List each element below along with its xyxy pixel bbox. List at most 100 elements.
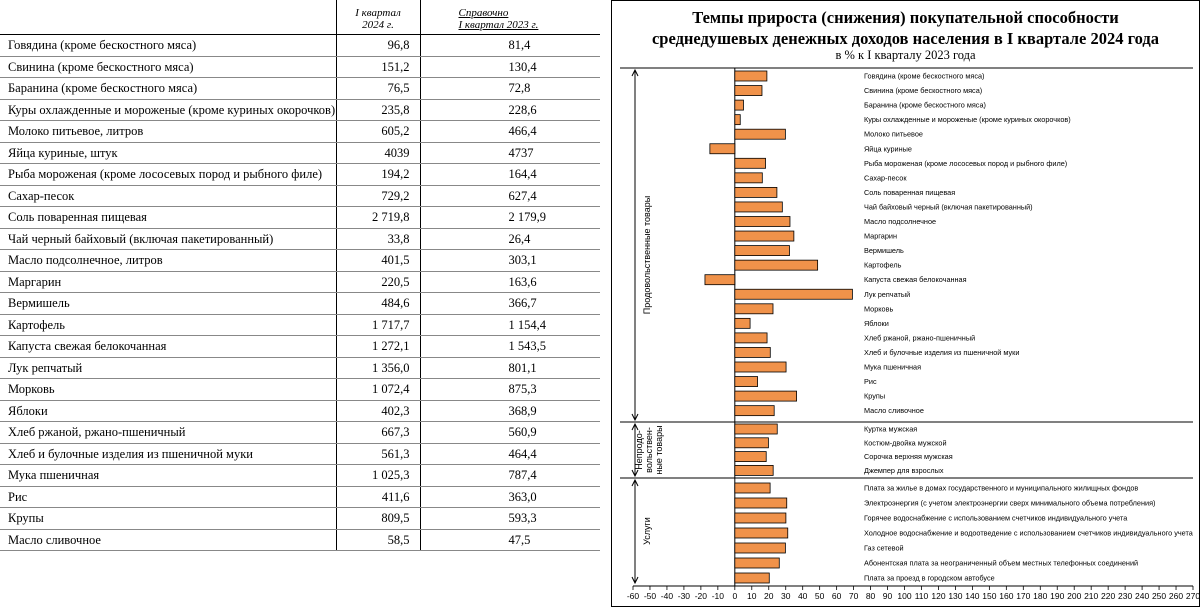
row-name: Хлеб ржаной, ржано-пшеничный bbox=[0, 421, 337, 444]
bar-category-label: Соль поваренная пищевая bbox=[864, 188, 955, 197]
bar bbox=[734, 572, 770, 584]
bar-category-label: Молоко питьевое bbox=[864, 130, 923, 139]
group-label-nonfood: вольствен- bbox=[644, 427, 654, 473]
x-tick-label: 210 bbox=[1084, 591, 1098, 601]
x-tick-label: 250 bbox=[1152, 591, 1166, 601]
bar bbox=[734, 128, 786, 140]
bar-category-label: Мука пшеничная bbox=[864, 363, 921, 372]
purchasing-power-table: I квартал 2024 г. Справочно I квартал 20… bbox=[0, 0, 600, 551]
table-row: Вермишель 484,6 366,7 bbox=[0, 292, 600, 315]
bar bbox=[734, 542, 786, 554]
group-label-services: Услуги bbox=[642, 517, 652, 545]
row-value-2024: 33,8 bbox=[336, 228, 421, 250]
table-row: Говядина (кроме бескостного мяса) 96,8 81,… bbox=[0, 34, 600, 57]
row-name: Морковь bbox=[0, 378, 337, 401]
bar bbox=[734, 361, 787, 373]
row-value-2023: 464,4 bbox=[420, 443, 600, 465]
bar-category-label: Яблоки bbox=[864, 319, 889, 328]
group-label-nonfood: Непродо- bbox=[634, 430, 644, 469]
bar-category-label: Вермишель bbox=[864, 246, 904, 255]
bar-category-label: Баранина (кроме бескостного мяса) bbox=[864, 101, 986, 110]
group-bracket-arrow-up bbox=[631, 422, 639, 431]
row-name: Лук репчатый bbox=[0, 357, 337, 379]
table-row: Куры охлажденные и мороженые (кроме кури… bbox=[0, 99, 600, 121]
header-q2023-line1: Справочно bbox=[458, 7, 509, 19]
row-value-2023: 4737 bbox=[420, 142, 600, 164]
row-name: Вермишель bbox=[0, 292, 337, 315]
row-value-2024: 96,8 bbox=[336, 34, 421, 57]
chart-title-line2: среднедушевых денежных доходов населения… bbox=[651, 29, 1160, 48]
group-label-food: Продовольственные товары bbox=[642, 196, 652, 314]
row-value-2023: 228,6 bbox=[420, 99, 600, 121]
bar bbox=[734, 259, 819, 271]
chart-frame: Темпы прироста (снижения) покупательной … bbox=[611, 0, 1200, 607]
row-name: Сахар-песок bbox=[0, 185, 337, 207]
bar bbox=[734, 423, 778, 435]
x-tick-label: -10 bbox=[712, 591, 725, 601]
row-value-2024: 58,5 bbox=[336, 529, 421, 551]
group-bracket-arrow-up bbox=[631, 68, 639, 77]
row-value-2023: 801,1 bbox=[420, 357, 600, 379]
bar bbox=[734, 245, 790, 257]
x-tick-label: 100 bbox=[897, 591, 911, 601]
bar-category-label: Говядина (кроме бескостного мяса) bbox=[864, 72, 984, 81]
row-value-2023: 366,7 bbox=[420, 292, 600, 315]
header-q2023-line2: I квартал 2023 г. bbox=[458, 19, 539, 31]
x-tick-label: -20 bbox=[695, 591, 708, 601]
row-name: Крупы bbox=[0, 507, 337, 530]
x-tick-label: 80 bbox=[866, 591, 876, 601]
header-q2024-line1: I квартал bbox=[355, 7, 401, 19]
row-value-2023: 164,4 bbox=[420, 163, 600, 186]
bar bbox=[734, 201, 783, 213]
row-name: Капуста свежая белокочанная bbox=[0, 335, 337, 358]
x-tick-label: 110 bbox=[915, 591, 929, 601]
bar bbox=[734, 482, 771, 494]
row-value-2024: 401,5 bbox=[336, 249, 421, 272]
row-value-2023: 81,4 bbox=[420, 34, 600, 57]
row-name: Рыба мороженая (кроме лососевых пород и … bbox=[0, 163, 337, 186]
x-tick-label: 70 bbox=[849, 591, 859, 601]
table-row: Молоко питьевое, литров 605,2 466,4 bbox=[0, 120, 600, 143]
table-row: Яблоки 402,3 368,9 bbox=[0, 400, 600, 422]
x-tick-label: -50 bbox=[644, 591, 657, 601]
bar-category-label: Плата за жилье в домах государственного … bbox=[864, 484, 1138, 493]
bar bbox=[734, 527, 789, 539]
x-tick-label: 120 bbox=[931, 591, 945, 601]
group-bracket-arrow-down bbox=[631, 469, 639, 478]
header-q2023: Справочно I квартал 2023 г. bbox=[420, 0, 600, 35]
bar bbox=[734, 451, 767, 463]
bar-category-label: Рис bbox=[864, 377, 877, 386]
row-value-2023: 368,9 bbox=[420, 400, 600, 422]
bar bbox=[704, 274, 736, 286]
x-tick-label: 220 bbox=[1101, 591, 1115, 601]
row-value-2023: 72,8 bbox=[420, 77, 600, 100]
bar-category-label: Яйца куриные bbox=[864, 144, 912, 153]
x-tick-label: 90 bbox=[883, 591, 893, 601]
bar-category-label: Куртка мужская bbox=[864, 425, 917, 434]
table-row: Масло подсолнечное, литров 401,5 303,1 bbox=[0, 249, 600, 272]
row-value-2023: 875,3 bbox=[420, 378, 600, 401]
group-bracket-arrow-down bbox=[631, 576, 639, 585]
x-tick-label: 10 bbox=[747, 591, 757, 601]
row-value-2023: 163,6 bbox=[420, 271, 600, 293]
bar-category-label: Плата за проезд в городском автобусе bbox=[864, 574, 995, 583]
row-value-2023: 2 179,9 bbox=[420, 206, 600, 229]
data-table-panel: I квартал 2024 г. Справочно I квартал 20… bbox=[0, 0, 600, 551]
row-name: Картофель bbox=[0, 314, 337, 336]
bar bbox=[734, 497, 788, 509]
x-tick-label: -30 bbox=[678, 591, 691, 601]
table-row: Масло сливочное 58,5 47,5 bbox=[0, 529, 600, 551]
bar bbox=[734, 85, 763, 96]
header-q2024: I квартал 2024 г. bbox=[336, 0, 421, 35]
row-name: Молоко питьевое, литров bbox=[0, 120, 337, 143]
x-tick-label: 270 bbox=[1186, 591, 1199, 601]
bar bbox=[709, 143, 736, 155]
row-value-2024: 76,5 bbox=[336, 77, 421, 100]
row-value-2024: 729,2 bbox=[336, 185, 421, 207]
row-value-2024: 484,6 bbox=[336, 292, 421, 315]
bar-category-label: Маргарин bbox=[864, 232, 897, 241]
row-name: Масло сливочное bbox=[0, 529, 337, 551]
bar bbox=[734, 512, 787, 524]
bar-category-label: Абонентская плата за неограниченный объе… bbox=[864, 559, 1138, 568]
table-row: Яйца куриные, штук 4039 4737 bbox=[0, 142, 600, 164]
